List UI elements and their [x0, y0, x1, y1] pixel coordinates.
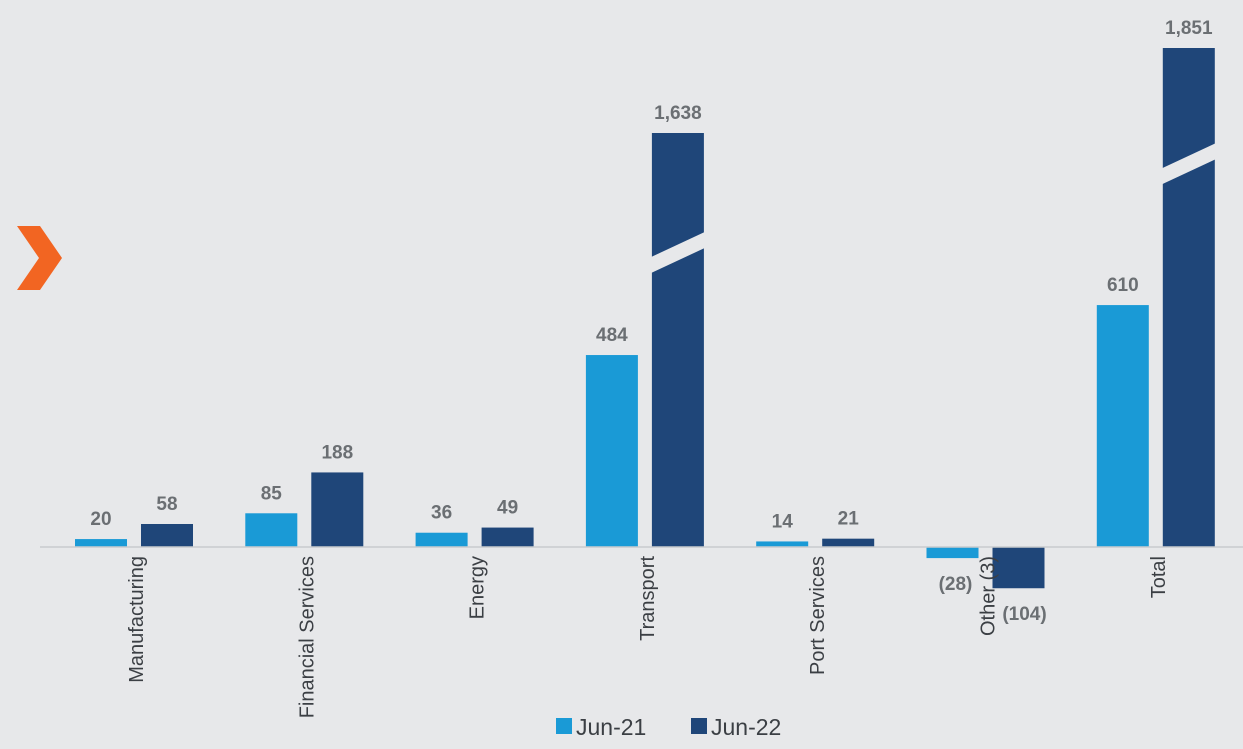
category-label-0: Manufacturing [126, 556, 148, 683]
data-label-Jun-22-4: 21 [838, 509, 860, 530]
data-label-Jun-22-1: 188 [321, 442, 353, 463]
legend-label-Jun-22: Jun-22 [711, 714, 781, 740]
bar-Jun-22-1 [311, 472, 364, 547]
data-label-Jun-21-1: 85 [261, 483, 283, 504]
category-label-1: Financial Services [296, 556, 318, 718]
data-label-Jun-21-0: 20 [90, 509, 111, 530]
axis-break-6 [1158, 141, 1219, 186]
data-label-Jun-22-0: 58 [156, 494, 177, 515]
category-label-6: Total [1148, 556, 1170, 598]
data-label-Jun-21-3: 484 [596, 325, 628, 346]
data-label-Jun-21-4: 14 [772, 511, 794, 532]
data-label-Jun-22-2: 49 [497, 498, 518, 519]
data-label-Jun-22-3: 1,638 [654, 103, 702, 124]
bar-Jun-21-4 [756, 541, 809, 547]
bar-Jun-22-3 [651, 133, 704, 547]
bar-Jun-22-6 [1162, 48, 1215, 547]
bar-Jun-22-5 [992, 547, 1045, 589]
bar-Jun-21-2 [415, 532, 468, 547]
legend-swatch-Jun-21 [556, 718, 572, 734]
axis-break-3 [647, 230, 708, 275]
category-label-5: Other (3) [978, 556, 1000, 636]
labels-group: 20 58 Manufacturing 85 188 Financial Services… [90, 18, 1213, 718]
bar-Jun-21-3 [585, 355, 638, 547]
legend-swatch-Jun-22 [691, 718, 707, 734]
chevron-right-icon [17, 226, 62, 290]
data-label-Jun-21-6: 610 [1107, 275, 1139, 296]
bar-Jun-21-1 [245, 513, 298, 547]
bar-Jun-21-5 [926, 547, 979, 559]
category-label-4: Port Services [807, 556, 829, 675]
bars-group [75, 48, 1219, 589]
category-label-2: Energy [467, 556, 489, 619]
bar-Jun-22-0 [141, 523, 193, 547]
legend-label-Jun-21: Jun-21 [576, 714, 646, 740]
bar-Jun-21-0 [75, 539, 127, 547]
data-label-Jun-21-2: 36 [431, 503, 452, 524]
bar-Jun-21-6 [1096, 305, 1149, 547]
legend: Jun-21 Jun-22 [556, 714, 781, 740]
data-label-Jun-22-5: (104) [1002, 604, 1046, 625]
bar-Jun-22-4 [822, 538, 875, 547]
bar-Jun-22-2 [481, 527, 534, 547]
data-label-Jun-22-6: 1,851 [1165, 18, 1213, 39]
data-label-Jun-21-5: (28) [939, 574, 973, 595]
category-label-3: Transport [637, 556, 659, 641]
